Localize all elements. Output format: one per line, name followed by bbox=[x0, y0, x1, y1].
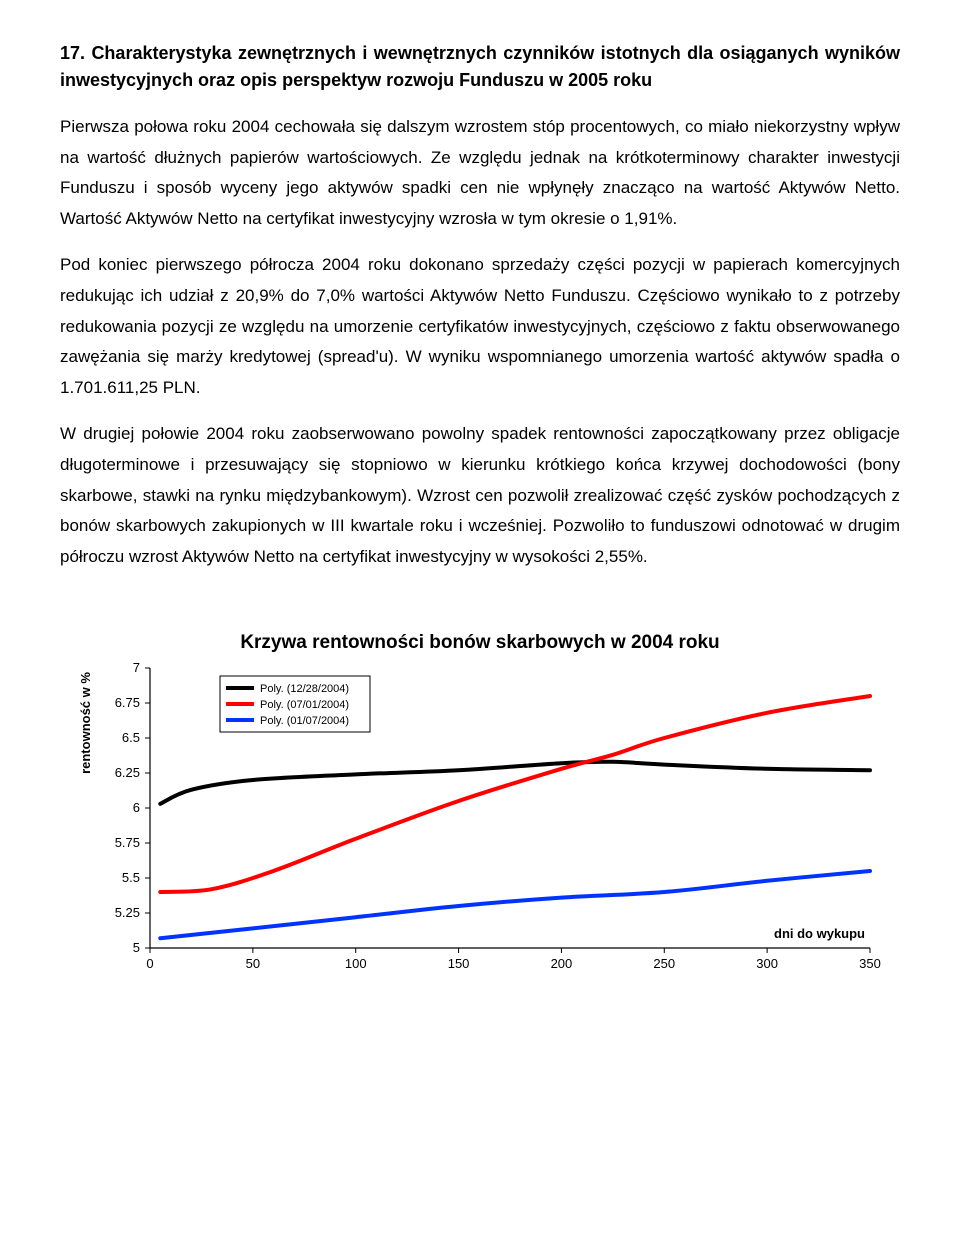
section-heading: 17. Charakterystyka zewnętrznych i wewnę… bbox=[60, 40, 900, 94]
svg-text:0: 0 bbox=[146, 956, 153, 971]
svg-text:Poly. (12/28/2004): Poly. (12/28/2004) bbox=[260, 683, 349, 695]
svg-text:6.5: 6.5 bbox=[122, 730, 140, 745]
svg-text:5.75: 5.75 bbox=[115, 835, 140, 850]
svg-text:300: 300 bbox=[756, 956, 778, 971]
svg-text:5: 5 bbox=[133, 940, 140, 955]
svg-text:250: 250 bbox=[653, 956, 675, 971]
svg-text:7: 7 bbox=[133, 660, 140, 675]
svg-text:5.25: 5.25 bbox=[115, 905, 140, 920]
paragraph-1: Pierwsza połowa roku 2004 cechowała się … bbox=[60, 112, 900, 234]
svg-text:Poly. (01/07/2004): Poly. (01/07/2004) bbox=[260, 715, 349, 727]
svg-text:5.5: 5.5 bbox=[122, 870, 140, 885]
yield-curve-chart: Krzywa rentowności bonów skarbowych w 20… bbox=[70, 632, 890, 988]
svg-text:6.25: 6.25 bbox=[115, 765, 140, 780]
svg-text:350: 350 bbox=[859, 956, 881, 971]
svg-text:6.75: 6.75 bbox=[115, 695, 140, 710]
svg-text:rentowność w %: rentowność w % bbox=[78, 672, 93, 774]
paragraph-2: Pod koniec pierwszego półrocza 2004 roku… bbox=[60, 250, 900, 403]
svg-text:Poly. (07/01/2004): Poly. (07/01/2004) bbox=[260, 699, 349, 711]
chart-svg: 5 5.25 5.5 5.75 6 6.25 6.5 6.75 7 0 50 100 150 200 250… bbox=[70, 658, 890, 988]
svg-text:100: 100 bbox=[345, 956, 367, 971]
svg-text:50: 50 bbox=[246, 956, 260, 971]
paragraph-3: W drugiej połowie 2004 roku zaobserwowan… bbox=[60, 419, 900, 572]
document-page: 17. Charakterystyka zewnętrznych i wewnę… bbox=[0, 0, 960, 1249]
svg-text:150: 150 bbox=[448, 956, 470, 971]
chart-title: Krzywa rentowności bonów skarbowych w 20… bbox=[70, 632, 890, 654]
svg-text:dni do wykupu: dni do wykupu bbox=[774, 926, 865, 941]
svg-text:6: 6 bbox=[133, 800, 140, 815]
svg-text:200: 200 bbox=[551, 956, 573, 971]
